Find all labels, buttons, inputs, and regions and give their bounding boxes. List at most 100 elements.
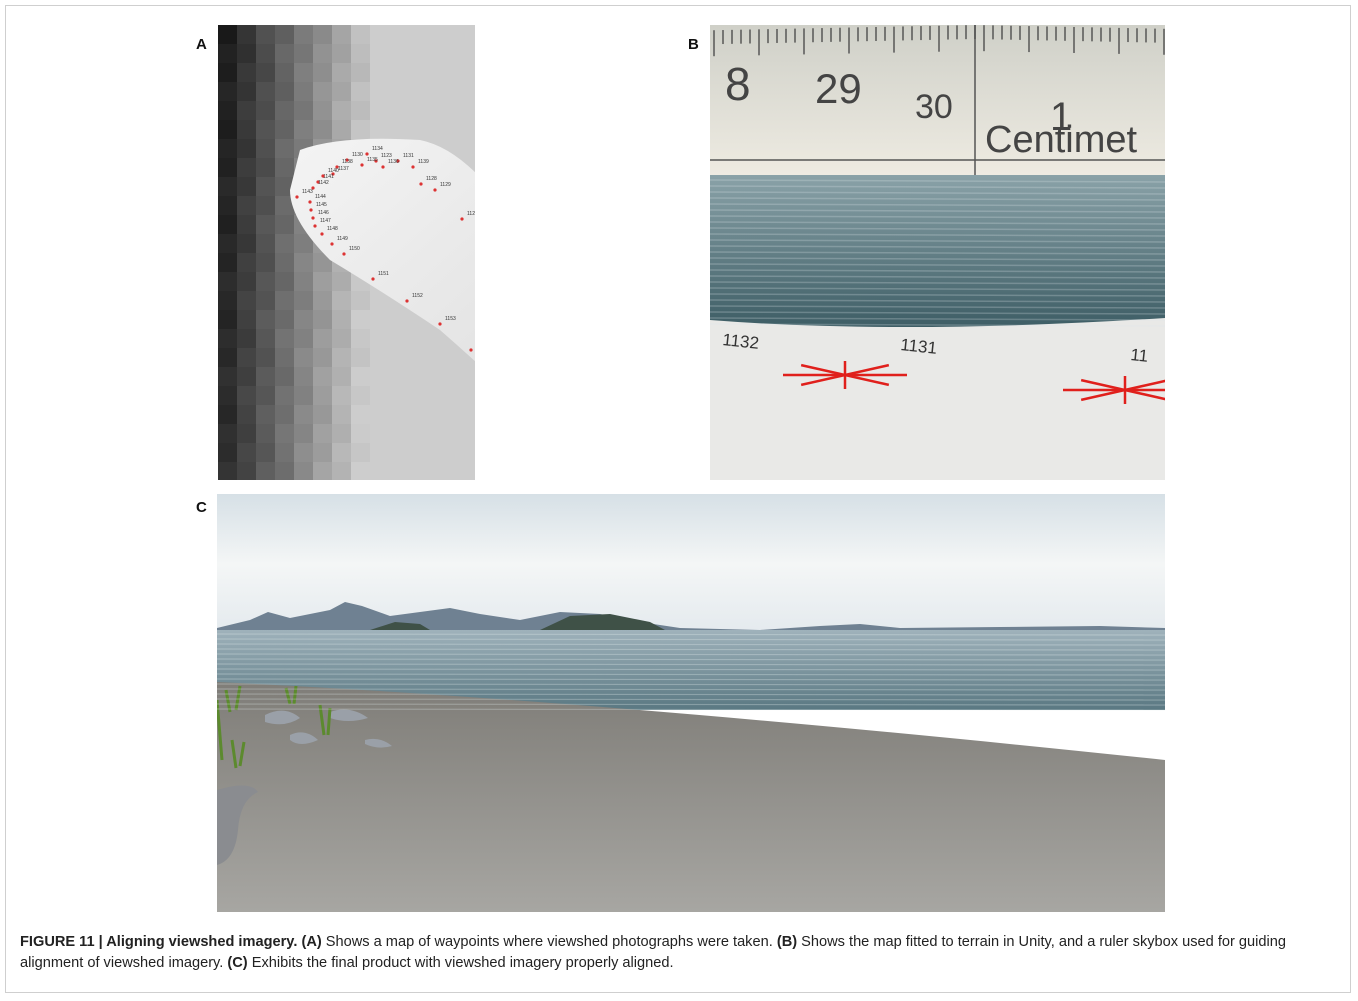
terrain-cell <box>294 82 314 102</box>
terrain-cell <box>332 44 352 64</box>
terrain-cell <box>465 82 485 102</box>
waypoint-label: 1143 <box>302 189 313 195</box>
terrain-cell <box>256 348 276 368</box>
terrain-cell <box>218 253 238 273</box>
terrain-cell <box>275 253 295 273</box>
caption-tag: (B) <box>777 934 797 950</box>
terrain-cell <box>313 82 333 102</box>
terrain-cell <box>408 44 428 64</box>
terrain-cell <box>294 329 314 349</box>
terrain-cell <box>256 310 276 330</box>
terrain-cell <box>446 44 466 64</box>
terrain-cell <box>332 63 352 83</box>
waypoint-label: 1148 <box>327 226 338 232</box>
waypoint <box>568 379 571 382</box>
terrain-cell <box>427 367 447 387</box>
waypoint <box>311 216 314 219</box>
terrain-cell <box>218 329 238 349</box>
terrain-cell <box>370 25 390 45</box>
terrain-cell <box>294 101 314 121</box>
terrain-cell <box>256 63 276 83</box>
waypoint-label: 1151 <box>378 271 389 277</box>
waypoint <box>438 322 441 325</box>
terrain-cell <box>351 101 371 121</box>
terrain-cell <box>427 25 447 45</box>
terrain-cell <box>256 177 276 197</box>
waypoint <box>321 174 324 177</box>
waypoint-label: 1123 <box>551 338 562 344</box>
terrain-cell <box>313 443 333 463</box>
terrain-cell <box>218 177 238 197</box>
terrain-cell <box>427 405 447 425</box>
caption: FIGURE 11 | Aligning viewshed imagery. (… <box>20 932 1340 974</box>
terrain-cell <box>370 367 390 387</box>
terrain-cell <box>294 348 314 368</box>
terrain-cell <box>294 291 314 311</box>
terrain-cell <box>237 386 257 406</box>
terrain-cell <box>446 120 466 140</box>
terrain-cell <box>237 310 257 330</box>
terrain-cell <box>313 329 333 349</box>
waypoint <box>419 182 422 185</box>
terrain-cell <box>351 329 371 349</box>
terrain-cell <box>237 329 257 349</box>
terrain-cell <box>427 424 447 444</box>
waypoint <box>544 344 547 347</box>
terrain-cell <box>256 196 276 216</box>
terrain-cell <box>256 329 276 349</box>
terrain-cell <box>256 405 276 425</box>
waypoint <box>371 277 374 280</box>
ruler-label: 29 <box>815 65 862 112</box>
terrain-cell <box>370 120 390 140</box>
waypoint-label: 1137 <box>338 166 349 172</box>
terrain-cell <box>332 272 352 292</box>
terrain-cell <box>237 25 257 45</box>
panel-label: B <box>688 36 699 53</box>
terrain-cell <box>256 82 276 102</box>
terrain-cell <box>408 462 428 482</box>
terrain-cell <box>256 120 276 140</box>
caption-tag: (A) <box>301 934 321 950</box>
terrain-cell <box>446 82 466 102</box>
terrain-cell <box>332 367 352 387</box>
ruler-label: 30 <box>915 88 953 126</box>
terrain-cell <box>332 424 352 444</box>
terrain-cell <box>237 253 257 273</box>
waypoint <box>433 188 436 191</box>
terrain-cell <box>294 386 314 406</box>
terrain-cell <box>427 120 447 140</box>
terrain-cell <box>275 101 295 121</box>
terrain-cell <box>351 120 371 140</box>
terrain-cell <box>332 101 352 121</box>
terrain-cell <box>218 25 238 45</box>
terrain-cell <box>218 196 238 216</box>
terrain-cell <box>389 120 409 140</box>
waypoint-label: 1128 <box>426 176 437 182</box>
marker-label: 1132 <box>722 330 760 353</box>
terrain-cell <box>351 44 371 64</box>
waypoint <box>593 455 596 458</box>
terrain-cell <box>218 120 238 140</box>
terrain-cell <box>313 25 333 45</box>
terrain-cell <box>218 44 238 64</box>
terrain-cell <box>389 405 409 425</box>
terrain-cell <box>389 101 409 121</box>
terrain-cell <box>218 272 238 292</box>
terrain-cell <box>351 291 371 311</box>
terrain-cell <box>408 329 428 349</box>
waypoint <box>342 252 345 255</box>
terrain-cell <box>332 462 352 482</box>
waypoint-label: 1136 <box>388 159 399 165</box>
terrain-cell <box>427 101 447 121</box>
terrain-cell <box>427 348 447 368</box>
terrain-cell <box>256 386 276 406</box>
terrain-cell <box>465 44 485 64</box>
terrain-cell <box>256 44 276 64</box>
waypoint-label: 1153 <box>445 316 456 322</box>
terrain-cell <box>256 25 276 45</box>
waypoint <box>623 436 626 439</box>
waypoint-label: 1156 <box>537 389 548 395</box>
terrain-cell <box>370 101 390 121</box>
terrain-cell <box>389 462 409 482</box>
